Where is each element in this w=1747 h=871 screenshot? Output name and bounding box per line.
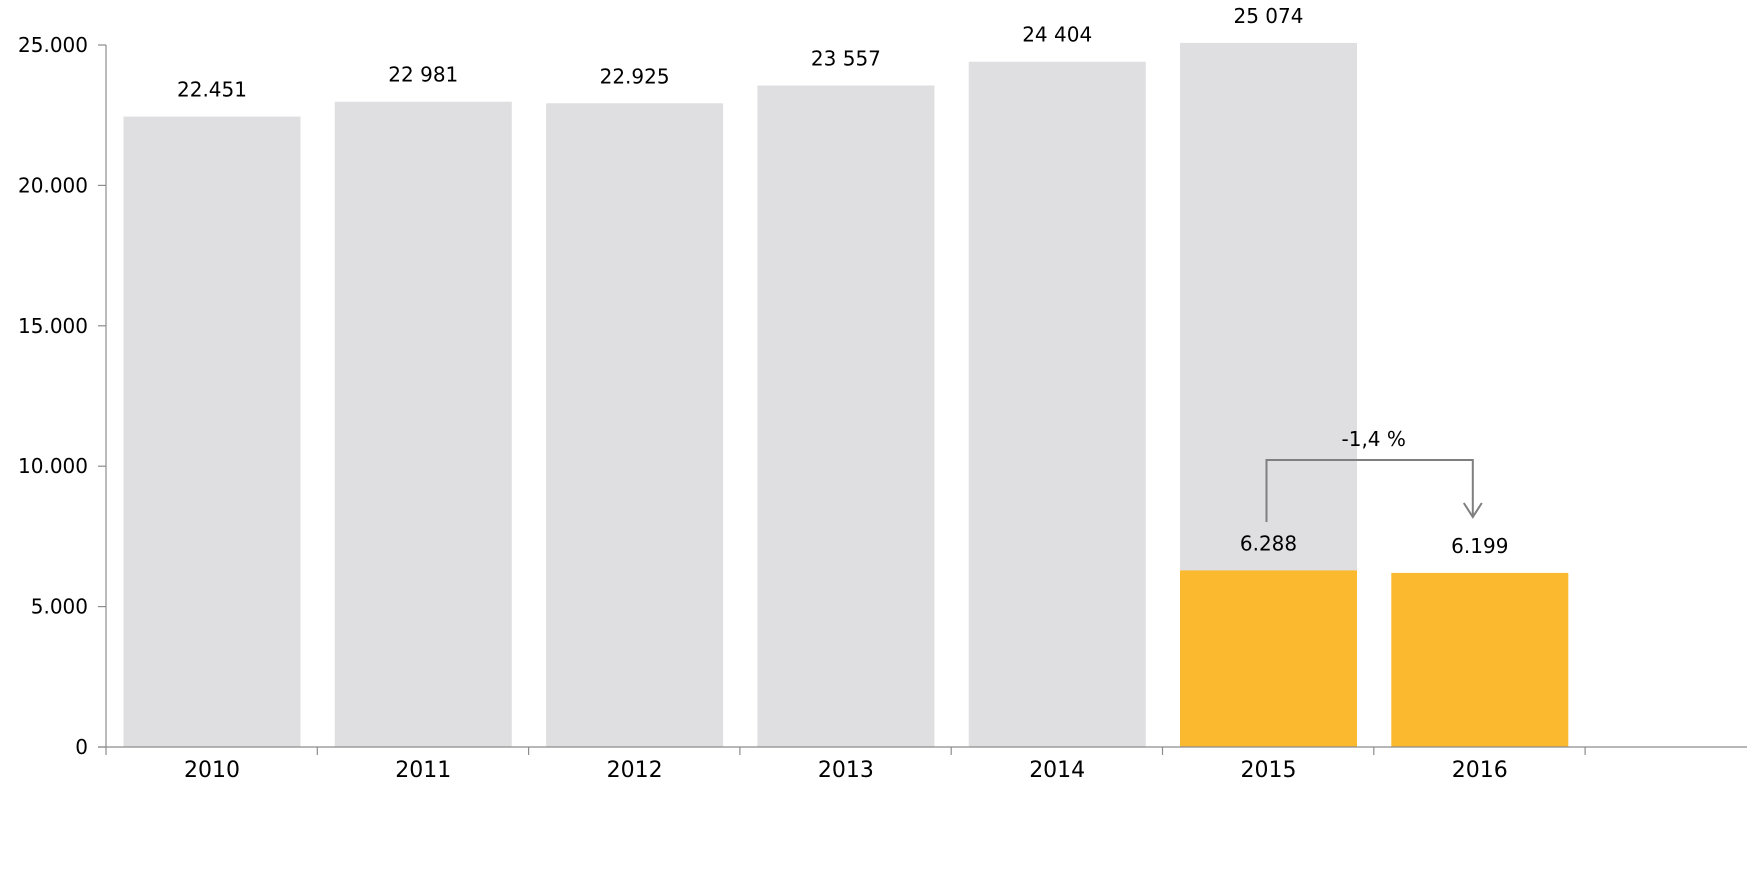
data-label-s1-2015: 6.288 xyxy=(1240,531,1297,555)
data-label-s0-2015: 25 074 xyxy=(1234,4,1304,28)
data-label-s0-2014: 24 404 xyxy=(1022,23,1092,47)
bars-layer xyxy=(123,42,1569,748)
x-tick-label-2016: 2016 xyxy=(1452,758,1508,783)
bar-s0-2013 xyxy=(757,85,935,747)
bar-s0-2012 xyxy=(546,103,724,748)
x-tick-label-2010: 2010 xyxy=(184,758,240,783)
bar-s1-2016 xyxy=(1391,572,1569,747)
x-tick-label-2013: 2013 xyxy=(818,758,874,783)
x-tick-label-2015: 2015 xyxy=(1241,758,1297,783)
y-tick-label-10000: 10.000 xyxy=(18,454,88,478)
data-label-s0-2010: 22.451 xyxy=(177,78,247,102)
y-tick-label-25000: 25.000 xyxy=(18,33,88,57)
bar-s0-2014 xyxy=(968,61,1146,747)
bar-s0-2010 xyxy=(123,116,301,748)
change-label: -1,4 % xyxy=(1342,427,1406,451)
data-label-s0-2013: 23 557 xyxy=(811,47,881,71)
bar-s0-2011 xyxy=(334,101,512,747)
data-label-s1-2016: 6.199 xyxy=(1451,534,1508,558)
y-tick-label-15000: 15.000 xyxy=(18,314,88,338)
data-label-s0-2012: 22.925 xyxy=(600,64,670,88)
x-tick-label-2012: 2012 xyxy=(607,758,663,783)
labels-layer: 22.451 22 981 22.925 23 557 24 404 25 074 6.28… xyxy=(18,4,1508,783)
annotation-layer: -1,4 % xyxy=(1265,427,1483,522)
change-arrow-head xyxy=(1462,502,1483,519)
y-tick-label-20000: 20.000 xyxy=(18,173,88,197)
axes-layer xyxy=(98,44,1747,755)
x-tick-label-2011: 2011 xyxy=(395,758,451,783)
y-tick-label-5000: 5.000 xyxy=(31,595,88,619)
data-label-s0-2011: 22 981 xyxy=(388,63,458,87)
change-bracket xyxy=(1265,459,1474,522)
x-tick-label-2014: 2014 xyxy=(1029,758,1085,783)
y-tick-label-0: 0 xyxy=(75,735,88,759)
bar-s1-2015 xyxy=(1180,570,1357,747)
